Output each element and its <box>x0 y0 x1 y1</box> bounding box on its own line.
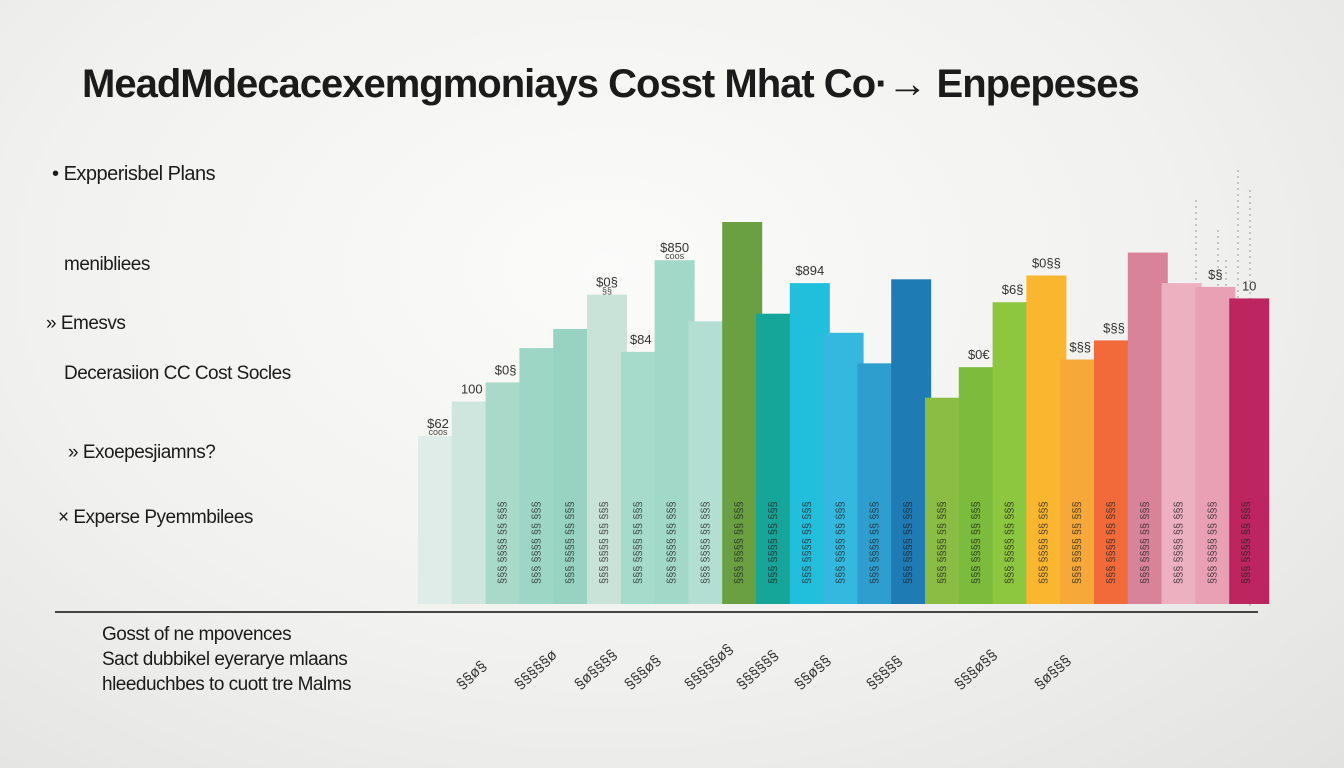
bar-inner-label: §§§ §§§§ §§ §§§ <box>1105 501 1117 584</box>
legend-item: » Exoepesjiamns? <box>68 442 216 464</box>
value-label: $§§ <box>1103 320 1125 335</box>
bar-inner-label: §§§ §§§§ §§ §§§ <box>835 501 847 584</box>
bar <box>891 279 932 604</box>
bar-inner-label: §§§ §§§§ §§ §§§ <box>767 501 779 584</box>
legend-item: × Experse Pyemmbilees <box>58 507 253 529</box>
bar <box>1060 359 1101 604</box>
legend-label: Experse Pyemmbilees <box>73 507 253 528</box>
value-label: $0§§ <box>1032 255 1061 270</box>
x-tick-label: §§§§§§ <box>733 647 782 693</box>
note-line: hleeduchbes to cuott tre Malms <box>102 674 352 695</box>
value-label: $850 <box>660 240 689 255</box>
value-label: $0€ <box>968 347 990 362</box>
legend-label: Expperisbel Plans <box>63 163 216 185</box>
value-label: $0§ <box>495 362 517 377</box>
x-tick-label: §ø§§§§ <box>571 646 620 693</box>
bar-inner-label: §§§ §§§§ §§ §§§ <box>902 501 914 584</box>
bar-inner-label: §§§ §§§§ §§ §§§ <box>970 501 982 584</box>
legend-label: Emesvs <box>60 313 126 334</box>
value-label: 10 <box>1242 278 1256 293</box>
bar <box>992 302 1033 604</box>
bar <box>688 321 729 604</box>
bar-inner-label: §§§ §§§§ §§ §§§ <box>530 501 542 584</box>
x-tick-label: §§§§§ø§ <box>681 641 736 693</box>
bar-inner-label: §§§ §§§§ §§ §§§ <box>699 501 711 584</box>
x-tick-label: §§ø§§ <box>791 652 834 693</box>
bar <box>519 348 560 604</box>
legend-item: menibliees <box>64 254 150 276</box>
bar-inner-label: §§§ §§§§ §§ §§§ <box>1037 501 1049 584</box>
note-line: Gosst of ne mpovences <box>102 624 292 645</box>
bar <box>485 382 526 604</box>
value-label: $§ <box>1208 267 1222 282</box>
value-sublabel: coos <box>428 427 448 437</box>
x-tick-label: §§§§§ø <box>511 646 560 693</box>
legend-item: » Emesvs <box>46 313 126 335</box>
x-tick-label: §§§ø§§ <box>951 646 1000 693</box>
bar <box>1229 298 1270 604</box>
legend-bullet: » <box>68 442 83 463</box>
x-tick-label: §§§ø§ <box>621 652 664 693</box>
bar <box>1026 275 1067 604</box>
bar <box>756 313 796 604</box>
x-tick-label: §ø§§§ <box>1031 652 1074 693</box>
legend-bullet: » <box>46 313 61 334</box>
x-tick-label: §§§§§ <box>863 652 905 693</box>
legend-bullet: • <box>52 163 64 185</box>
bar-inner-label: §§§ §§§§ §§ §§§ <box>1004 501 1016 584</box>
bar-inner-label: §§§ §§§§ §§ §§§ <box>801 501 813 584</box>
legend-label: Decerasiion CC Cost Socles <box>64 363 291 384</box>
value-label: $84 <box>630 332 652 347</box>
bar-inner-label: §§§ §§§§ §§ §§§ <box>1240 501 1252 584</box>
value-sublabel: §§ <box>602 286 612 296</box>
bar-inner-label: §§§ §§§§ §§ §§§ <box>733 501 745 584</box>
value-label: $6§ <box>1002 282 1024 297</box>
bar <box>451 401 492 604</box>
value-label: $§§ <box>1069 340 1091 355</box>
bar <box>823 332 864 604</box>
legend-item: • Expperisbel Plans <box>52 163 216 186</box>
x-tick-label: §§ø§ <box>453 657 490 693</box>
value-label: $0§ <box>596 275 618 290</box>
bar <box>418 435 458 604</box>
bar-inner-label: §§§ §§§§ §§ §§§ <box>868 501 880 584</box>
legend-label: menibliees <box>64 254 150 275</box>
value-label: $62 <box>427 416 449 431</box>
bar-inner-label: §§§ §§§§ §§ §§§ <box>666 501 678 584</box>
bar-inner-label: §§§ §§§§ §§ §§§ <box>1139 501 1151 584</box>
bar-inner-label: §§§ §§§§ §§ §§§ <box>564 501 576 584</box>
bar <box>1094 340 1134 604</box>
bar <box>1195 286 1236 604</box>
bar <box>925 397 965 604</box>
legend-bullet: × <box>58 507 74 528</box>
bar <box>654 260 695 604</box>
bar <box>1161 283 1202 604</box>
bar-inner-label: §§§ §§§§ §§ §§§ <box>632 501 644 584</box>
value-sublabel: coos <box>665 251 685 261</box>
bar <box>587 294 627 604</box>
value-label: 100 <box>461 382 483 397</box>
bar-inner-label: §§§ §§§§ §§ §§§ <box>598 501 610 584</box>
bar-inner-label: §§§ §§§§ §§ §§§ <box>1071 501 1083 584</box>
bar <box>553 328 594 604</box>
legend-label: Exoepesjiamns? <box>82 442 216 463</box>
bar <box>958 367 999 604</box>
bar <box>789 283 830 604</box>
bar-inner-label: §§§ §§§§ §§ §§§ <box>1206 501 1218 584</box>
bar <box>1127 252 1168 604</box>
bar-inner-label: §§§ §§§§ §§ §§§ <box>497 501 509 584</box>
legend-item: Decerasiion CC Cost Socles <box>64 363 291 385</box>
chart-title: MeadMdecacexemgmoniays Cosst Mhat Co·→ E… <box>82 62 1140 106</box>
bar <box>857 363 898 604</box>
bar <box>620 351 661 604</box>
note-line: Sact dubbikel eyerarye mlaans <box>102 649 348 670</box>
bar-inner-label: §§§ §§§§ §§ §§§ <box>936 501 948 584</box>
bar <box>722 222 763 604</box>
value-label: $894 <box>795 263 824 278</box>
bar-inner-label: §§§ §§§§ §§ §§§ <box>1173 501 1185 584</box>
notes-block: Gosst of ne mpovences Sact dubbikel eyer… <box>102 622 352 697</box>
